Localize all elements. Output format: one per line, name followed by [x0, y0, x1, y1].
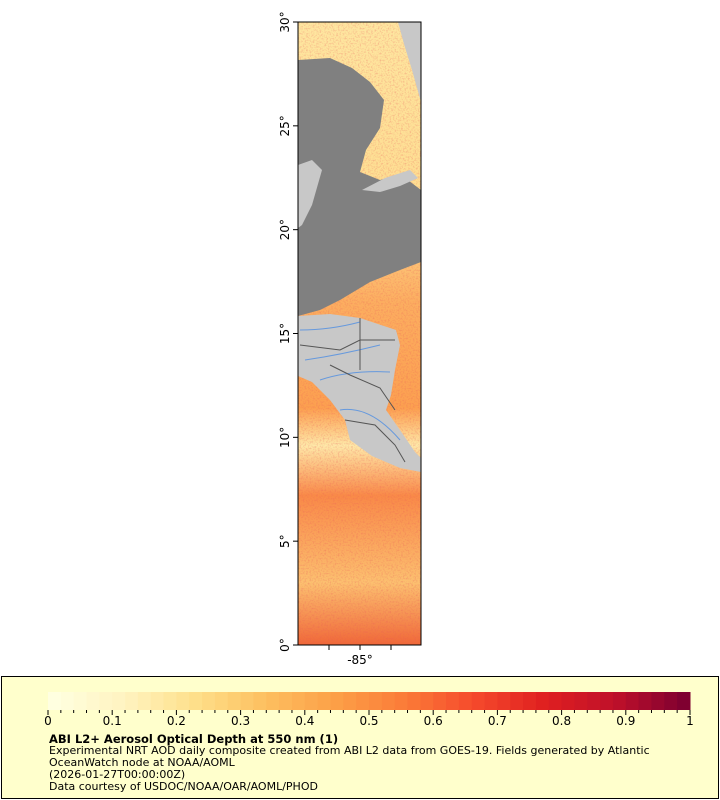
colorbar-segment — [330, 692, 344, 710]
lat-tick-label: 30° — [278, 11, 292, 32]
legend-credit: Data courtesy of USDOC/NOAA/OAR/AOML/PHO… — [49, 780, 318, 793]
lat-tick-label: 0° — [278, 638, 292, 652]
colorbar-segment — [202, 692, 216, 710]
colorbar-segment — [600, 692, 614, 710]
colorbar-tick-label: 0.7 — [488, 714, 507, 727]
lat-tick-label: 10° — [278, 427, 292, 448]
colorbar-tick-label: 0.8 — [552, 714, 571, 727]
lon-tick-label: -85° — [347, 653, 373, 667]
colorbar-segment — [150, 692, 165, 710]
colorbar-tick-label: 0.6 — [424, 714, 443, 727]
land-central-america — [298, 314, 421, 472]
colorbar-segment — [484, 692, 498, 710]
colorbar-segment — [163, 692, 177, 710]
lat-tick-label: 25° — [278, 115, 292, 136]
colorbar-tick-label: 1 — [686, 714, 694, 727]
colorbar-segment — [394, 692, 409, 710]
colorbar-segment — [189, 692, 203, 710]
colorbar-tick-label: 0.2 — [167, 714, 186, 727]
colorbar-segment — [561, 692, 575, 710]
colorbar-segment — [523, 692, 537, 710]
colorbar-segment — [497, 692, 511, 710]
colorbar-segment — [266, 692, 280, 710]
colorbar-segment — [214, 692, 229, 710]
colorbar-segment — [317, 692, 331, 710]
colorbar-tick-label: 0 — [44, 714, 52, 727]
colorbar-segment — [433, 692, 447, 710]
colorbar-segment — [612, 692, 627, 710]
colorbar-tick-label: 0.9 — [616, 714, 635, 727]
colorbar-segment — [510, 692, 524, 710]
colorbar-tick-label: 0.4 — [295, 714, 314, 727]
no-data-region — [298, 58, 421, 316]
colorbar-segment — [86, 692, 100, 710]
colorbar-segment — [343, 692, 357, 710]
colorbar-segment — [446, 692, 460, 710]
colorbar-tick-label: 0.3 — [231, 714, 250, 727]
colorbar-segment — [304, 692, 319, 710]
colorbar-segment — [369, 692, 383, 710]
colorbar: 0 0.1 0.2 0.3 0.4 0.5 0.6 0.7 0.8 0.9 1 — [44, 692, 694, 727]
colorbar-segment — [587, 692, 601, 710]
legend-line1: Experimental NRT AOD daily composite cre… — [49, 744, 650, 757]
lat-tick-label: 5° — [278, 534, 292, 548]
colorbar-segment — [60, 692, 75, 710]
colorbar-segment — [548, 692, 563, 710]
colorbar-segment — [407, 692, 421, 710]
colorbar-segment — [638, 692, 652, 710]
colorbar-segment — [664, 692, 678, 710]
colorbar-segment — [535, 692, 550, 710]
aod-map: 0° 5° 10° 15° 20° 25° 30° -85° — [278, 11, 422, 667]
colorbar-segment — [176, 692, 190, 710]
land-yucatan — [298, 160, 322, 228]
colorbar-segment — [651, 692, 665, 710]
borders — [299, 318, 406, 463]
colorbar-segment — [471, 692, 486, 710]
colorbar-tick-label: 0.5 — [359, 714, 378, 727]
colorbar-tick-label: 0.1 — [103, 714, 122, 727]
colorbar-segment — [458, 692, 473, 710]
colorbar-segment — [253, 692, 267, 710]
lat-tick-label: 15° — [278, 323, 292, 344]
legend-date: (2026-01-27T00:00:00Z) — [49, 768, 186, 781]
colorbar-segment — [73, 692, 88, 710]
colorbar-segment — [227, 692, 242, 710]
colorbar-segment — [420, 692, 434, 710]
colorbar-segment — [291, 692, 306, 710]
colorbar-segment — [99, 692, 113, 710]
land-florida-cuba — [398, 22, 421, 102]
legend-panel: 0 0.1 0.2 0.3 0.4 0.5 0.6 0.7 0.8 0.9 1 ABI L2+ Ae… — [1, 676, 719, 799]
colorbar-segment — [137, 692, 152, 710]
colorbar-segment — [381, 692, 396, 710]
colorbar-segment — [625, 692, 640, 710]
colorbar-segment — [356, 692, 370, 710]
colorbar-segment — [112, 692, 126, 710]
lat-tick-label: 20° — [278, 219, 292, 240]
colorbar-segment — [125, 692, 139, 710]
rivers — [299, 321, 401, 441]
colorbar-segment — [279, 692, 293, 710]
legend-line2: OceanWatch node at NOAA/AOML — [49, 756, 235, 769]
colorbar-segment — [48, 692, 62, 710]
colorbar-segment — [240, 692, 254, 710]
legend-title: ABI L2+ Aerosol Optical Depth at 550 nm … — [49, 732, 339, 746]
colorbar-segment — [574, 692, 588, 710]
land-cuba — [362, 170, 418, 192]
colorbar-segment — [677, 692, 691, 710]
